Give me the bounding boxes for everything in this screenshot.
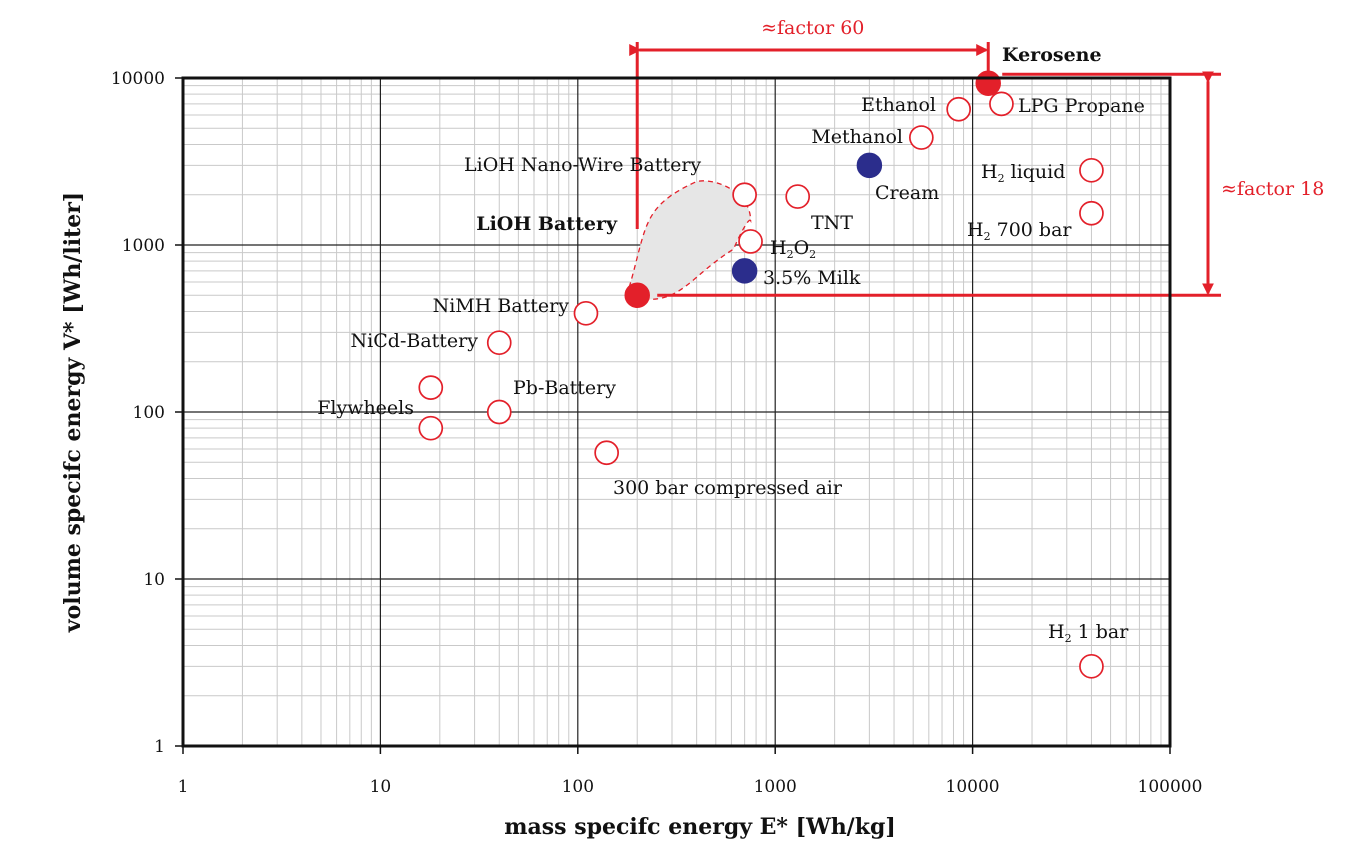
- y-tick-label: 1: [154, 737, 165, 757]
- label-lioh: LiOH Battery: [476, 213, 618, 235]
- y-tick-label: 10000: [111, 69, 165, 89]
- label-air: 300 bar compressed air: [613, 477, 843, 499]
- point-air: [594, 440, 619, 466]
- label-h21bar: H2 1 bar: [1048, 621, 1129, 645]
- point-lpg: [989, 91, 1014, 117]
- label-lpg: LPG Propane: [1018, 95, 1145, 117]
- factor-y-label: ≈factor 18: [1221, 178, 1324, 200]
- point-tnt: [785, 184, 811, 209]
- factor-annotations: ≈factor 60 ≈factor 18: [629, 17, 1324, 297]
- x-tick-label: 1000: [754, 777, 797, 797]
- point-fly2: [418, 415, 444, 441]
- label-h2700: H2 700 bar: [967, 219, 1072, 243]
- label-ethanol: Ethanol: [861, 94, 936, 116]
- x-tick-label: 10: [370, 777, 392, 797]
- plot-frame: [181, 76, 1172, 748]
- x-tick-label: 100000: [1138, 777, 1203, 797]
- point-cream: [856, 152, 883, 179]
- y-tick-label: 10: [143, 570, 165, 590]
- label-nimh: NiMH Battery: [433, 295, 570, 317]
- point-nicd: [486, 330, 512, 356]
- label-kerosene: Kerosene: [1002, 44, 1102, 66]
- point-lioh: [624, 282, 650, 309]
- x-axis-label: mass specifc energy E* [Wh/kg]: [504, 814, 896, 840]
- x-tick-label: 10000: [946, 777, 1000, 797]
- point-h21bar: [1079, 653, 1104, 679]
- point-ethanol: [946, 96, 972, 122]
- lioh-nanowire-region: [628, 180, 752, 300]
- label-pb: Pb-Battery: [513, 377, 616, 399]
- point-nimh: [573, 300, 599, 326]
- factor-x-label: ≈factor 60: [761, 17, 864, 39]
- label-nicd: NiCd-Battery: [351, 330, 479, 352]
- label-fly2: Flywheels: [317, 397, 414, 419]
- label-nanowire: LiOH Nano-Wire Battery: [464, 154, 701, 176]
- x-tick-label: 100: [562, 777, 594, 797]
- x-tick-label: 1: [178, 777, 189, 797]
- point-kerosene: [975, 70, 1001, 97]
- data-points: [418, 70, 1104, 679]
- point-h2700: [1079, 200, 1104, 226]
- point-methanol: [908, 125, 934, 150]
- y-tick-label: 1000: [122, 236, 165, 256]
- label-methanol: Methanol: [811, 126, 903, 148]
- point-milk: [731, 258, 758, 284]
- point-fly1: [418, 375, 444, 400]
- point-nanowire: [732, 182, 757, 208]
- point-h2liquid: [1079, 157, 1104, 183]
- point-pb: [486, 399, 512, 425]
- nanowire-region-shape: [628, 180, 752, 300]
- label-milk: 3.5% Milk: [763, 267, 861, 289]
- y-tick-label: 100: [133, 403, 165, 423]
- point-h2o2: [738, 229, 763, 254]
- label-h2liquid: H2 liquid: [981, 161, 1065, 185]
- point-labels: Kerosene LPG Propane Ethanol Methanol Cream H…: [317, 44, 1145, 645]
- y-axis-label: volume specifc energy V* [Wh/liter]: [60, 192, 86, 633]
- label-cream: Cream: [875, 182, 939, 204]
- label-h2o2: H2O2: [770, 237, 816, 261]
- label-tnt: TNT: [811, 212, 853, 234]
